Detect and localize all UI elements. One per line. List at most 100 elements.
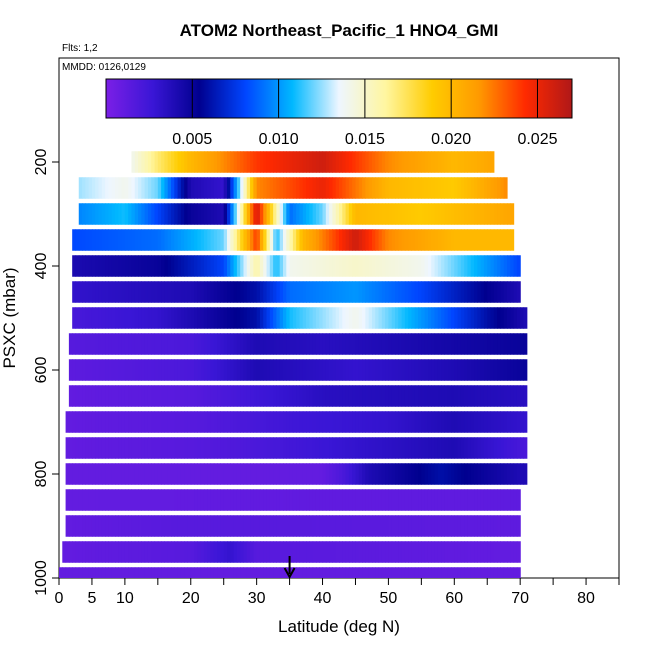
heatmap-cell (82, 281, 86, 303)
heatmap-cell (121, 463, 126, 485)
heatmap-cell (483, 307, 488, 329)
heatmap-cell (497, 307, 502, 329)
heatmap-cell (371, 567, 376, 578)
heatmap-cell (358, 203, 363, 225)
heatmap-cell (190, 437, 195, 459)
heatmap-cell (62, 541, 67, 563)
heatmap-cell (243, 489, 248, 511)
heatmap-cell (269, 229, 274, 251)
heatmap-row (59, 567, 521, 578)
heatmap-cell (279, 567, 284, 578)
heatmap-cell (141, 411, 146, 433)
heatmap-cell (375, 333, 380, 355)
heatmap-cell (352, 359, 357, 381)
heatmap-cell (194, 385, 198, 407)
heatmap-cell (213, 255, 218, 277)
heatmap-cell (180, 463, 185, 485)
heatmap-cell (385, 385, 390, 407)
heatmap-cell (319, 567, 324, 578)
heatmap-cell (269, 281, 274, 303)
heatmap-cell (355, 255, 360, 277)
heatmap-cell (474, 255, 478, 277)
heatmap-cell (98, 281, 103, 303)
heatmap-cell (230, 281, 235, 303)
heatmap-cell (421, 359, 426, 381)
heatmap-cell (401, 567, 406, 578)
heatmap-cell (171, 411, 175, 433)
heatmap-cell (371, 255, 376, 277)
heatmap-cell (115, 281, 119, 303)
heatmap-row (72, 307, 528, 329)
heatmap-cell (329, 229, 334, 251)
heatmap-cell (388, 151, 393, 173)
heatmap-cell (362, 437, 366, 459)
heatmap-cell (371, 203, 376, 225)
heatmap-cell (203, 281, 208, 303)
heatmap-cell (220, 489, 225, 511)
heatmap-cell (500, 437, 505, 459)
heatmap-cell (174, 151, 179, 173)
heatmap-cell (289, 151, 294, 173)
heatmap-cell (263, 307, 268, 329)
heatmap-cell (451, 151, 455, 173)
heatmap-cell (345, 281, 350, 303)
heatmap-cell (467, 437, 472, 459)
heatmap-cell (203, 203, 208, 225)
heatmap-cell (187, 151, 192, 173)
heatmap-cell (72, 281, 77, 303)
heatmap-cell (421, 463, 426, 485)
heatmap-cell (151, 281, 156, 303)
heatmap-cell (315, 515, 320, 537)
heatmap-cell (197, 151, 202, 173)
heatmap-cell (105, 359, 110, 381)
heatmap-cell (381, 177, 386, 199)
heatmap-cell (273, 541, 278, 563)
heatmap-cell (144, 281, 149, 303)
heatmap-cell (111, 281, 116, 303)
heatmap-cell (339, 177, 343, 199)
heatmap-cell (138, 489, 142, 511)
heatmap-cell (253, 255, 258, 277)
heatmap-cell (220, 437, 225, 459)
heatmap-cell (398, 437, 403, 459)
heatmap-cell (362, 359, 366, 381)
heatmap-cell (213, 151, 218, 173)
heatmap-cell (454, 463, 459, 485)
heatmap-cell (335, 203, 340, 225)
heatmap-cell (362, 541, 366, 563)
heatmap-cell (474, 229, 478, 251)
heatmap-cell (289, 437, 294, 459)
heatmap-cell (398, 177, 403, 199)
heatmap-cell (477, 463, 482, 485)
heatmap-cell (217, 541, 222, 563)
heatmap-cell (207, 411, 212, 433)
heatmap-cell (470, 307, 475, 329)
heatmap-cell (299, 385, 304, 407)
heatmap-cell (220, 411, 225, 433)
heatmap-cell (371, 281, 376, 303)
heatmap-cell (253, 307, 258, 329)
heatmap-cell (200, 541, 205, 563)
heatmap-cell (220, 229, 225, 251)
heatmap-cell (236, 515, 241, 537)
heatmap-cell (404, 229, 409, 251)
heatmap-cell (500, 281, 505, 303)
heatmap-cell (312, 281, 317, 303)
heatmap-cell (68, 385, 73, 407)
heatmap-cell (157, 203, 162, 225)
heatmap-cell (177, 151, 182, 173)
heatmap-cell (447, 385, 452, 407)
heatmap-cell (414, 333, 419, 355)
heatmap-cell (105, 255, 110, 277)
heatmap-cell (437, 541, 442, 563)
heatmap-cell (128, 541, 133, 563)
heatmap-cell (378, 489, 383, 511)
heatmap-cell (309, 541, 314, 563)
heatmap-cell (177, 515, 182, 537)
heatmap-cell (230, 307, 235, 329)
heatmap-cell (325, 229, 330, 251)
heatmap-cell (401, 437, 406, 459)
heatmap-cell (171, 177, 175, 199)
heatmap-cell (266, 489, 271, 511)
date-label: MMDD: 0126,0129 (62, 62, 146, 73)
